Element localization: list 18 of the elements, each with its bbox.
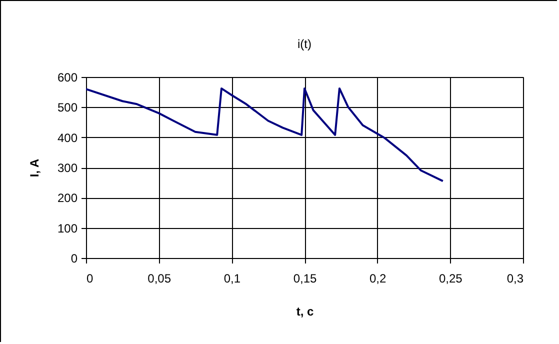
- x-tick-label: 0,2: [369, 272, 386, 286]
- y-tick-label: 600: [57, 70, 78, 84]
- x-tick-label: 0,25: [438, 272, 463, 286]
- chart-title: i(t): [298, 37, 312, 51]
- y-tick-label: 400: [57, 130, 78, 145]
- x-tick-label: 0,1: [224, 272, 241, 286]
- x-tick-label: 0,3: [506, 272, 524, 286]
- x-tick-label: 0,15: [293, 272, 317, 286]
- y-tick-label: 500: [57, 100, 78, 115]
- y-tick-label: 100: [57, 221, 78, 236]
- x-tick-label: 0: [86, 272, 94, 286]
- line-series: [86, 87, 444, 182]
- x-tick-label: 0,05: [148, 272, 172, 286]
- y-tick-label: 200: [57, 191, 78, 206]
- y-tick-label: 300: [57, 161, 78, 175]
- y-tick-label: 0: [70, 252, 78, 266]
- y-axis-title: I, A: [27, 158, 42, 178]
- x-axis-title: t, c: [296, 304, 314, 318]
